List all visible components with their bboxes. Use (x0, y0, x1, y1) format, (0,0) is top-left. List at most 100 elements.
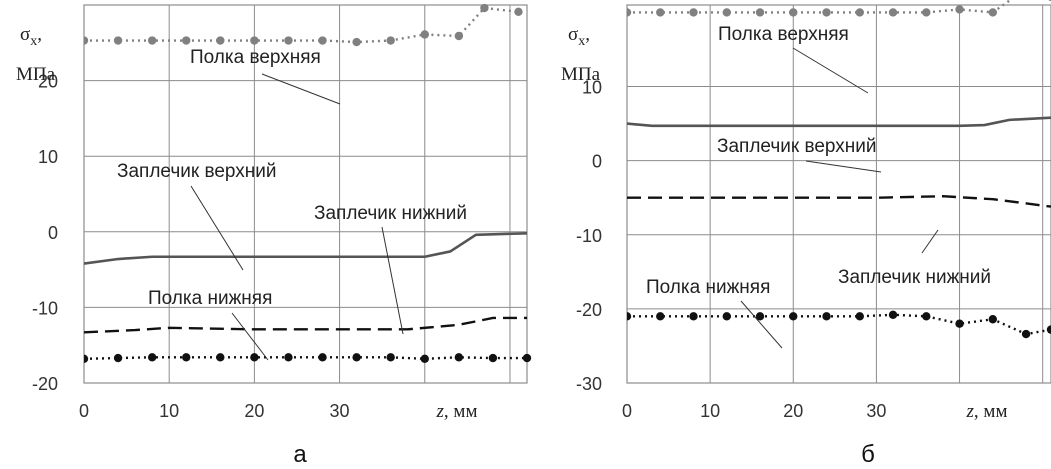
data-point-polka-upper (284, 36, 292, 44)
series-annotation: Полка верхняя (718, 24, 849, 45)
y-axis-unit: МПа (16, 64, 56, 85)
data-point-polka-upper (80, 36, 88, 44)
data-point-polka-upper (114, 36, 122, 44)
data-point-polka-upper (148, 36, 156, 44)
data-point-polka-lower (352, 353, 360, 361)
x-axis-unit: , мм (444, 401, 478, 422)
data-point-polka-upper (250, 36, 258, 44)
data-point-polka-upper (656, 8, 664, 16)
data-point-polka-upper (1047, 0, 1051, 1)
data-point-polka-upper (756, 8, 764, 16)
series-line-shoulder-lower (84, 318, 527, 332)
annotation-leader (262, 74, 340, 104)
y-axis-unit: МПа (561, 64, 601, 85)
x-tick-label: 20 (244, 401, 264, 421)
series-annotation: Заплечик нижний (838, 267, 991, 288)
data-point-polka-upper (856, 8, 864, 16)
x-tick-label: 30 (330, 401, 350, 421)
x-axis-label: z, мм (436, 401, 478, 422)
x-tick-label: 10 (159, 401, 179, 421)
series-annotation: Полка нижняя (646, 277, 770, 298)
data-point-polka-upper (352, 38, 360, 46)
y-tick-label: -20 (576, 300, 602, 320)
data-point-polka-upper (822, 8, 830, 16)
annotation-leader (922, 230, 938, 253)
data-point-polka-lower (421, 355, 429, 363)
x-tick-label: 0 (622, 401, 632, 421)
data-point-polka-upper (689, 8, 697, 16)
x-axis-unit: , мм (974, 401, 1008, 422)
data-point-polka-upper (318, 36, 326, 44)
x-tick-label: 20 (783, 401, 803, 421)
data-point-polka-upper (723, 8, 731, 16)
x-tick-label: 10 (700, 401, 720, 421)
data-point-polka-lower (689, 312, 697, 320)
y-axis-subscript: x (30, 34, 37, 49)
data-point-polka-lower (623, 312, 631, 320)
y-axis-sep: , (37, 24, 42, 45)
annotation-leader (806, 161, 881, 172)
series-line-shoulder-upper (84, 233, 527, 263)
data-point-polka-lower (80, 355, 88, 363)
data-point-polka-upper (889, 8, 897, 16)
data-point-polka-upper (955, 5, 963, 13)
y-axis-symbol: σ (568, 24, 578, 45)
data-point-polka-lower (955, 320, 963, 328)
data-point-polka-lower (318, 353, 326, 361)
data-point-polka-lower (523, 354, 531, 362)
chart-panel-a: 20 10 0 -10 -20 0 10 20 30 σx, МПа z, мм а Полка верх… (16, 4, 531, 468)
annotation-leader (232, 313, 268, 360)
series-line-polka-upper (84, 8, 518, 42)
data-point-polka-upper (514, 8, 522, 16)
data-point-polka-upper (421, 30, 429, 38)
data-point-polka-upper (789, 8, 797, 16)
data-point-polka-lower (656, 312, 664, 320)
data-point-polka-lower (182, 353, 190, 361)
data-point-polka-upper (623, 8, 631, 16)
data-point-polka-lower (386, 353, 394, 361)
y-tick-label: -10 (576, 226, 602, 246)
x-axis-label: z, мм (966, 401, 1008, 422)
chart-panel-b: 100-10-20-300 10 20 30σx,МПаz, ммбПолка вер… (561, 0, 1051, 468)
data-point-polka-lower (789, 312, 797, 320)
data-point-polka-lower (856, 312, 864, 320)
data-point-polka-lower (922, 312, 930, 320)
x-tick-label: 0 (79, 401, 89, 421)
data-point-polka-lower (148, 353, 156, 361)
data-point-polka-lower (1022, 330, 1030, 338)
y-tick-label: -20 (32, 374, 58, 394)
y-tick-label: 0 (592, 152, 602, 172)
data-point-polka-lower (284, 353, 292, 361)
y-tick-label: 0 (48, 223, 58, 243)
series-annotation: Полка верхняя (190, 47, 321, 68)
plot-frame (627, 5, 1051, 383)
annotation-leader (741, 301, 782, 348)
data-point-polka-lower (216, 353, 224, 361)
data-point-polka-upper (386, 36, 394, 44)
panel-letter: а (293, 441, 307, 468)
x-tick-label: 30 (866, 401, 886, 421)
series-annotation: Заплечик нижний (314, 203, 467, 224)
y-axis-label: σx, (568, 24, 590, 49)
data-point-polka-upper (216, 36, 224, 44)
series-annotation: Заплечик верхний (717, 136, 876, 157)
data-point-polka-upper (182, 36, 190, 44)
data-point-polka-lower (250, 353, 258, 361)
data-point-polka-lower (822, 312, 830, 320)
y-axis-sep: , (585, 24, 590, 45)
data-point-polka-lower (723, 312, 731, 320)
data-point-polka-upper (455, 32, 463, 40)
data-point-polka-lower (489, 354, 497, 362)
y-tick-label: 10 (38, 147, 58, 167)
series-annotation: Полка нижняя (148, 288, 272, 309)
data-point-polka-lower (114, 354, 122, 362)
panel-letter: б (861, 441, 875, 468)
data-point-polka-upper (989, 8, 997, 16)
data-point-polka-upper (922, 8, 930, 16)
y-axis-subscript: x (578, 34, 585, 49)
data-point-polka-lower (1047, 325, 1051, 333)
annotation-leader (382, 227, 403, 334)
data-point-polka-lower (989, 315, 997, 323)
series-line-shoulder-lower (627, 196, 1051, 206)
